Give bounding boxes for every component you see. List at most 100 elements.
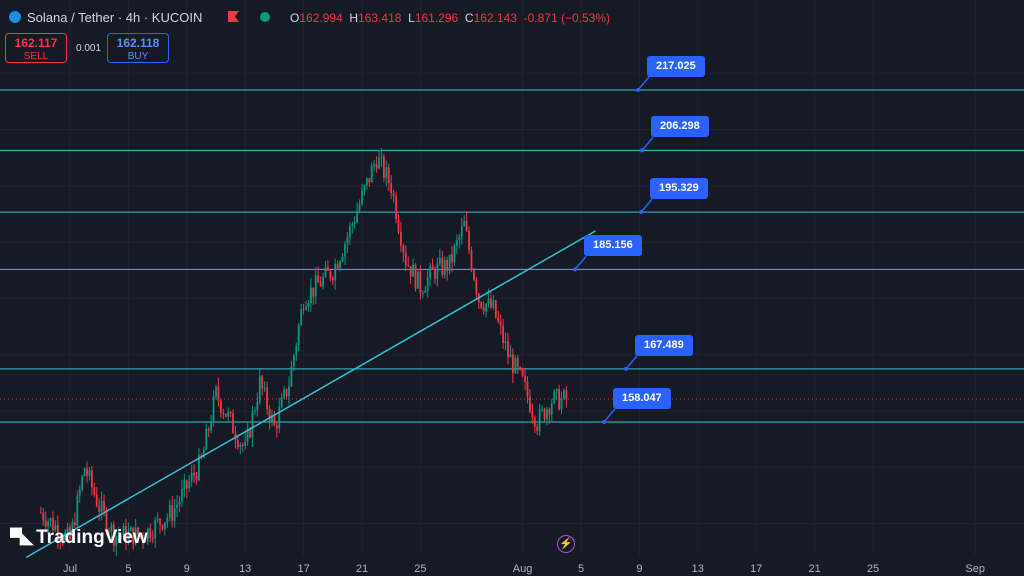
candle-body — [412, 264, 414, 277]
candle — [555, 388, 558, 400]
candle — [482, 301, 485, 315]
level-label[interactable]: 185.156 — [584, 235, 642, 257]
lightning-icon[interactable]: ⚡ — [557, 535, 575, 553]
flag-icon[interactable] — [228, 11, 239, 22]
candle — [485, 303, 487, 318]
candle-body — [139, 534, 142, 536]
candle-body — [295, 344, 298, 356]
candle-body — [278, 407, 281, 429]
candle-body — [73, 522, 76, 526]
candle-body — [531, 411, 534, 418]
level-callout-line — [641, 136, 654, 151]
candle-body — [480, 302, 483, 308]
candle — [397, 214, 400, 235]
candle — [39, 506, 42, 514]
candle — [514, 355, 517, 374]
candle-body — [188, 481, 191, 489]
candle-body — [555, 389, 558, 392]
candle — [275, 421, 278, 438]
candle-body — [524, 376, 526, 382]
candle-body — [550, 402, 553, 415]
candle — [363, 184, 366, 196]
level-callout-line — [603, 408, 616, 423]
candle-body — [307, 303, 310, 308]
candle-body — [219, 400, 222, 413]
candle — [446, 256, 449, 281]
x-tick-label: 13 — [691, 563, 704, 575]
candle — [134, 518, 137, 546]
candle-body — [485, 303, 487, 312]
candle — [434, 266, 436, 284]
candle — [93, 482, 96, 498]
candle-body — [137, 527, 140, 535]
candle-body — [229, 412, 232, 414]
trendline — [25, 230, 596, 559]
candle-body — [365, 178, 368, 186]
candle — [336, 260, 339, 270]
candle — [76, 490, 79, 528]
buy-button[interactable]: 162.118 BUY — [107, 33, 169, 63]
candle — [219, 399, 222, 418]
tradingview-logo[interactable]: ▀◣ TradingView — [10, 527, 148, 548]
candle-body — [356, 211, 359, 223]
candle — [521, 367, 524, 378]
level-label[interactable]: 217.025 — [647, 56, 705, 77]
symbol-title[interactable]: Solana / Tether · 4h · KUCOIN — [27, 10, 203, 25]
candle — [414, 262, 417, 292]
candle — [395, 191, 397, 224]
candle-body — [127, 531, 130, 543]
candle — [110, 522, 113, 542]
x-tick-label: 25 — [866, 563, 880, 575]
candle — [212, 390, 215, 427]
level-label[interactable]: 206.298 — [651, 116, 709, 138]
candle-body — [273, 414, 276, 426]
candle — [151, 530, 154, 543]
candle — [178, 496, 181, 512]
candle — [563, 388, 565, 400]
candle-body — [553, 391, 556, 403]
candle-body — [392, 193, 395, 197]
candle — [344, 240, 346, 265]
candle-body — [268, 409, 271, 422]
sell-button[interactable]: 162.117 SELL — [5, 33, 67, 63]
candle-body — [492, 300, 495, 308]
level-label[interactable]: 167.489 — [635, 334, 693, 356]
level-label[interactable]: 158.047 — [613, 388, 671, 409]
sell-price: 162.117 — [14, 36, 58, 50]
candle — [56, 515, 59, 549]
level-callout-line — [637, 76, 650, 91]
buy-label: BUY — [127, 51, 149, 62]
open-label: O — [290, 11, 300, 25]
candle-body — [237, 440, 239, 447]
candle-body — [271, 414, 273, 422]
candle-body — [519, 367, 522, 369]
candle-body — [560, 397, 563, 410]
candle-body — [280, 397, 283, 408]
candle-body — [241, 444, 244, 446]
level-label[interactable]: 195.329 — [650, 178, 708, 200]
candle — [329, 269, 332, 282]
level-callout-line — [574, 255, 587, 270]
candle-body — [292, 355, 295, 367]
close-label: C — [464, 11, 474, 25]
candle — [227, 407, 230, 423]
candle-body — [49, 518, 52, 522]
candle — [441, 251, 444, 278]
candle — [251, 405, 254, 447]
candle-body — [249, 429, 251, 438]
candle-body — [314, 275, 317, 297]
candle-body — [112, 524, 115, 546]
candle-body — [312, 287, 315, 297]
candle-body — [536, 426, 539, 431]
candle — [565, 386, 568, 408]
candle — [358, 199, 361, 214]
candle — [404, 245, 407, 272]
candle — [327, 260, 329, 272]
high-value: 163.418 — [358, 11, 402, 25]
candle-body — [402, 245, 405, 253]
candle-body — [358, 203, 361, 212]
candle — [526, 376, 529, 404]
candle — [91, 465, 93, 496]
